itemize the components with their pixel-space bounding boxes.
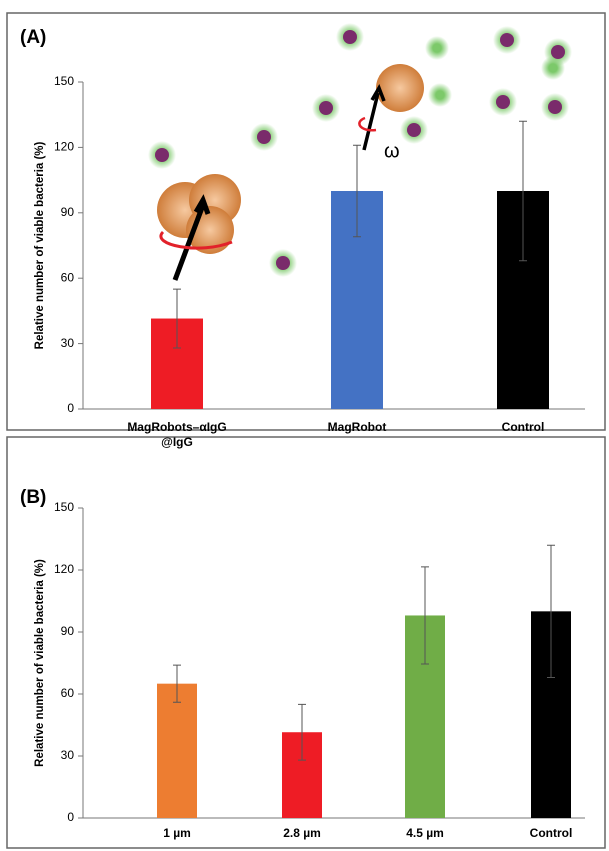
error-bar (547, 544, 555, 678)
panel-frame (6, 12, 606, 431)
error-bar (353, 144, 361, 238)
y-tick-label: 30 (61, 748, 75, 762)
y-tick-label: 90 (61, 205, 75, 219)
bar (157, 683, 197, 818)
y-tick-label: 150 (54, 500, 74, 514)
panel-label: (A) (20, 27, 46, 48)
y-tick-label: 120 (54, 140, 74, 154)
y-tick-label: 60 (61, 686, 75, 700)
x-tick-label: 1 µm (163, 826, 191, 840)
x-tick-label: 2.8 µm (283, 826, 321, 840)
y-axis-label: Relative number of viable bacteria (%) (34, 141, 46, 349)
panel-frame (6, 436, 606, 849)
illustration (148, 23, 572, 281)
x-tick-label-box: 4.5 µm (406, 826, 444, 840)
x-tick-label-box: MagRobots–αIgG @IgG (127, 420, 227, 449)
error-bar (173, 288, 181, 349)
error-bar (298, 703, 306, 761)
y-tick-label: 120 (54, 562, 74, 576)
x-tick-label-box: 1 µm (163, 826, 191, 840)
y-tick-label: 0 (67, 401, 74, 415)
x-tick-label-box: MagRobot (327, 420, 387, 434)
x-tick-label: Control (501, 420, 545, 434)
error-bar (421, 566, 429, 665)
y-tick-label: 90 (61, 624, 75, 638)
error-bar (173, 664, 181, 703)
x-tick-label-box: Control (501, 420, 545, 434)
y-axis-label: Relative number of viable bacteria (%) (34, 559, 46, 767)
x-tick-label-box: Control (529, 826, 573, 840)
x-tick-label: 4.5 µm (406, 826, 444, 840)
x-tick-label-box: 2.8 µm (283, 826, 321, 840)
x-tick-label: MagRobots–αIgG @IgG (127, 420, 227, 449)
y-tick-label: 30 (61, 336, 75, 350)
panel-label: (B) (20, 487, 46, 508)
error-bar (519, 120, 527, 262)
y-tick-label: 60 (61, 270, 75, 284)
y-tick-label: 150 (54, 74, 74, 88)
y-tick-label: 0 (67, 810, 74, 824)
x-tick-label: MagRobot (327, 420, 387, 434)
x-tick-label: Control (529, 826, 573, 840)
annotation: ω (384, 140, 400, 162)
